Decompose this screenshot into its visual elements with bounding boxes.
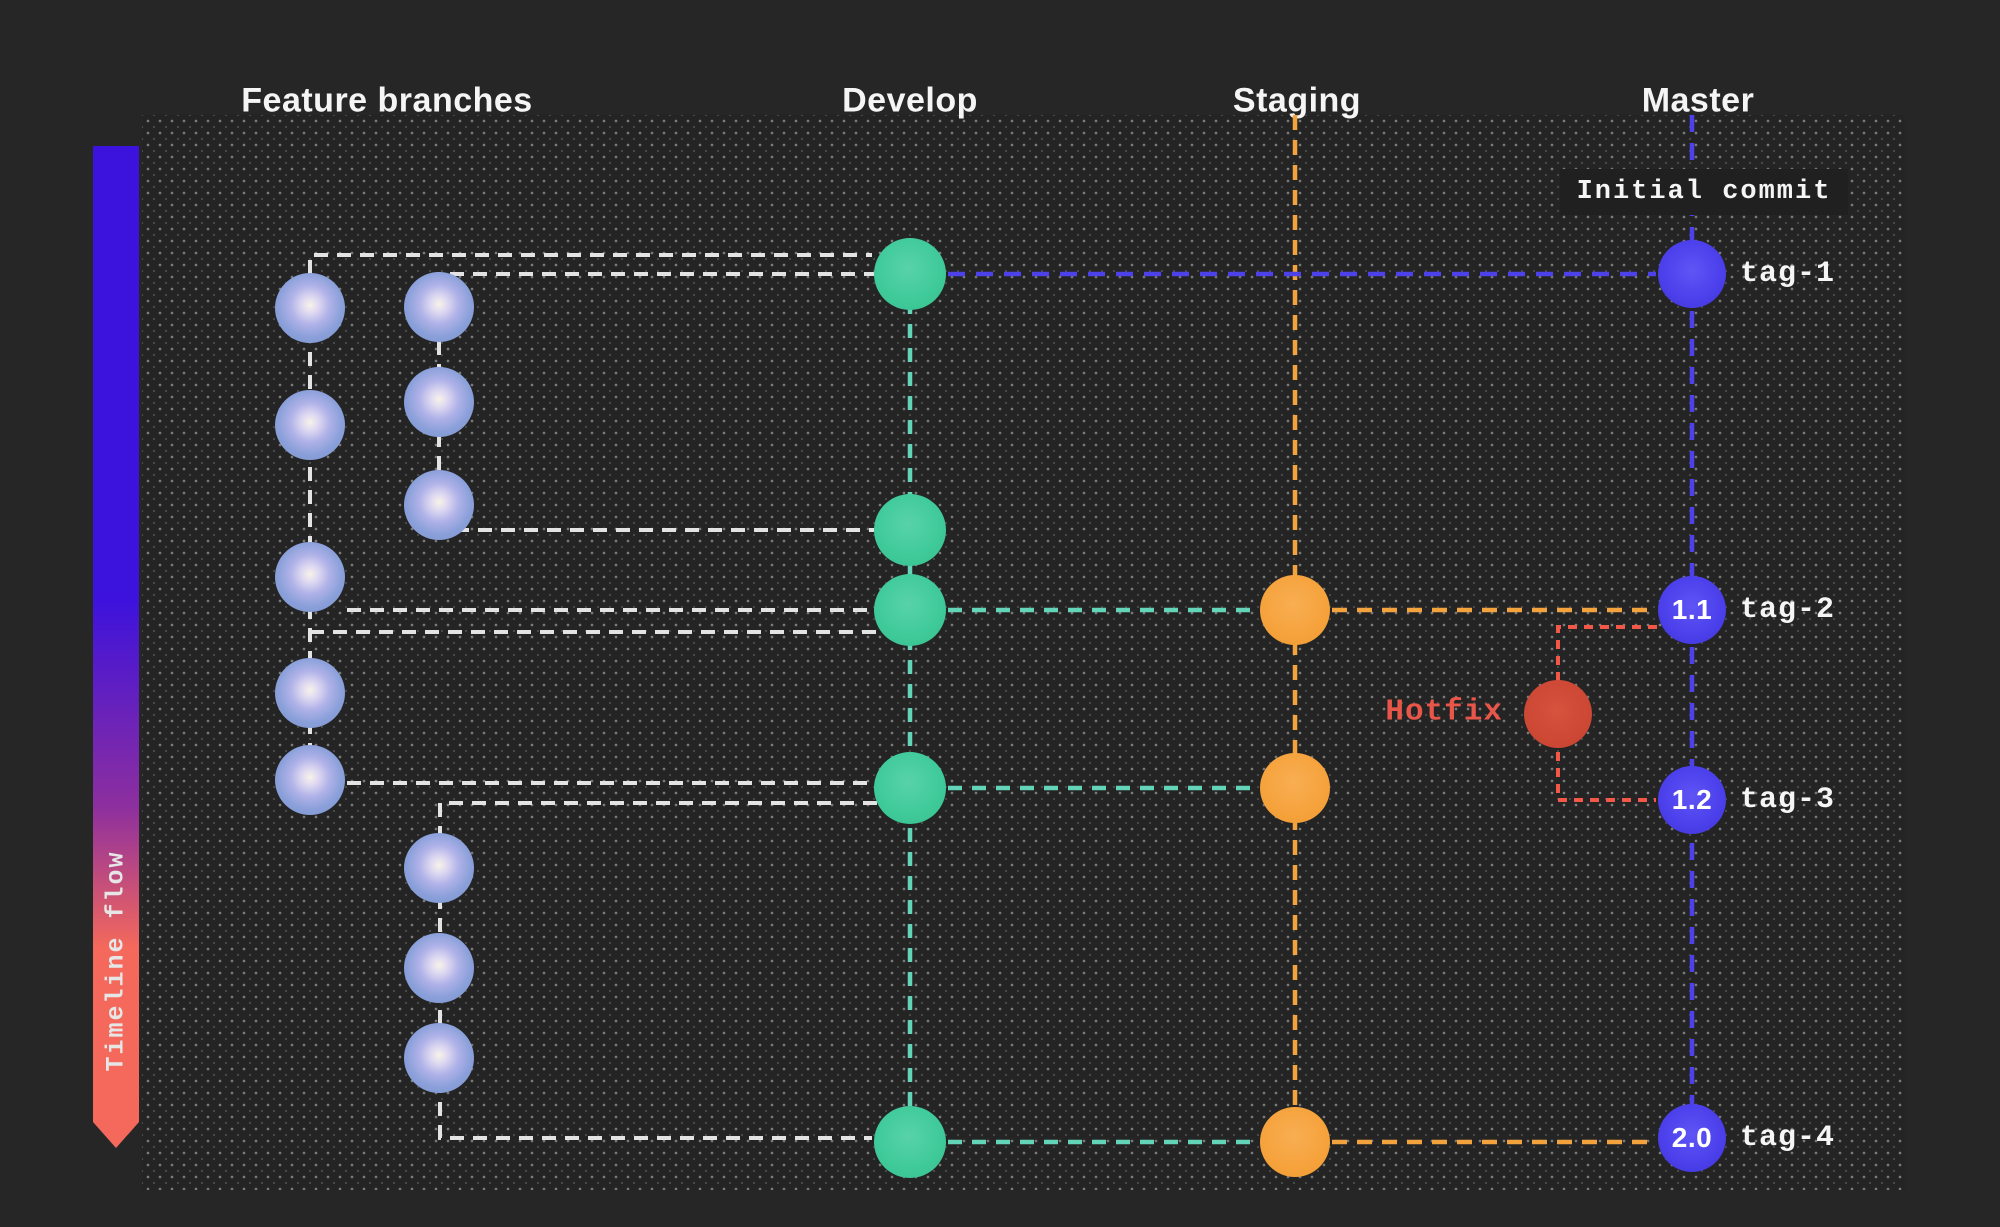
develop-commit-node bbox=[874, 238, 946, 310]
version-label: 1.1 bbox=[1671, 594, 1713, 625]
column-header-staging: Staging bbox=[1232, 81, 1362, 120]
develop-commit-node bbox=[874, 1106, 946, 1178]
staging-commit-node bbox=[1260, 575, 1330, 645]
column-header-feature: Feature branches bbox=[241, 81, 533, 120]
feature-commit-node bbox=[275, 745, 345, 815]
master-commit-node-tag-2: 1.1 bbox=[1658, 576, 1726, 644]
develop-commit-node bbox=[874, 752, 946, 824]
tag-label-4: tag-4 bbox=[1740, 1121, 1836, 1155]
hotfix-label: Hotfix bbox=[1385, 694, 1503, 730]
develop-commit-node bbox=[874, 574, 946, 646]
tag-label-1: tag-1 bbox=[1740, 257, 1836, 291]
staging-commit-node bbox=[1260, 1107, 1330, 1177]
initial-commit-label: Initial commit bbox=[1576, 177, 1832, 207]
feature-commit-node bbox=[404, 470, 474, 540]
version-label: 2.0 bbox=[1671, 1122, 1713, 1153]
feature-commit-node bbox=[275, 658, 345, 728]
feature-commit-node bbox=[275, 273, 345, 343]
develop-branch-lines bbox=[907, 276, 1258, 1145]
master-commit-node-tag-4: 2.0 bbox=[1658, 1104, 1726, 1172]
master-commit-node-tag-3: 1.2 bbox=[1658, 766, 1726, 834]
feature-commit-node bbox=[275, 390, 345, 460]
feature-commit-node bbox=[404, 1023, 474, 1093]
feature-commit-node bbox=[275, 542, 345, 612]
column-header-develop: Develop bbox=[842, 81, 978, 120]
master-commit-node-tag-1 bbox=[1658, 240, 1726, 308]
feature-commit-node bbox=[404, 833, 474, 903]
initial-commit-callout: Initial commit bbox=[1560, 169, 1848, 215]
version-label: 1.2 bbox=[1671, 784, 1713, 815]
column-header-master: Master bbox=[1641, 81, 1755, 120]
hotfix-branch-lines bbox=[1556, 625, 1657, 802]
timeline-flow-bar: Timeline flow bbox=[93, 146, 139, 1148]
feature-branch-lines bbox=[308, 253, 877, 1140]
develop-commit-node bbox=[874, 494, 946, 566]
tag-label-2: tag-2 bbox=[1740, 593, 1836, 627]
feature-commit-node bbox=[404, 933, 474, 1003]
staging-commit-node bbox=[1260, 753, 1330, 823]
feature-commit-node bbox=[404, 367, 474, 437]
tag-label-3: tag-3 bbox=[1740, 783, 1836, 817]
hotfix-commit-node bbox=[1524, 680, 1592, 748]
feature-commit-node bbox=[404, 272, 474, 342]
